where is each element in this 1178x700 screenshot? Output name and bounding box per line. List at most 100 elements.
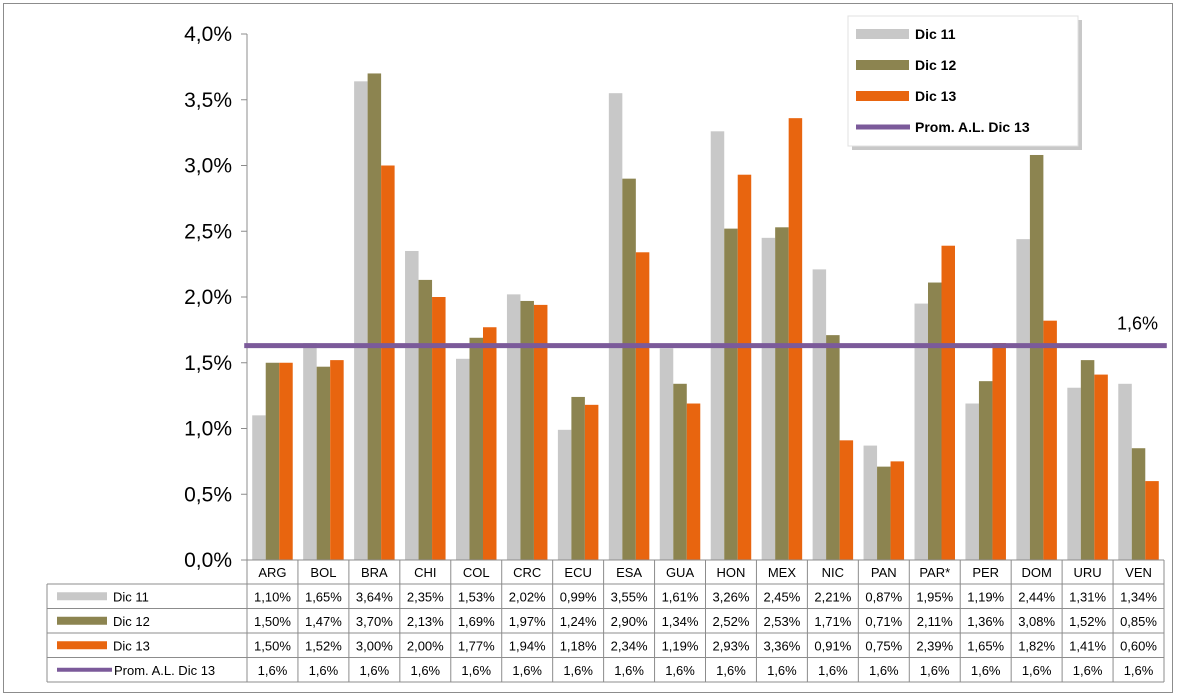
- table-cell: 1,6%: [1022, 663, 1052, 678]
- table-cell: 1,36%: [967, 614, 1004, 629]
- table-cell: 1,50%: [254, 614, 291, 629]
- bar-dic-12: [1131, 448, 1146, 560]
- bar-dic-12: [724, 228, 738, 560]
- bar-dic-11: [456, 358, 470, 560]
- table-cell: 1,6%: [1073, 663, 1103, 678]
- table-legend-key: [57, 592, 107, 601]
- category-label: MEX: [768, 565, 797, 580]
- table-cell: 3,70%: [356, 614, 393, 629]
- table-cell: 0,85%: [1120, 614, 1157, 629]
- bar-dic-12: [775, 227, 789, 560]
- bar-dic-13: [839, 440, 854, 560]
- table-cell: 1,6%: [1124, 663, 1154, 678]
- table-cell: 1,6%: [971, 663, 1001, 678]
- table-cell: 3,36%: [763, 638, 800, 653]
- category-label: VEN: [1125, 565, 1152, 580]
- table-cell: 1,65%: [305, 589, 342, 604]
- table-cell: 1,31%: [1069, 589, 1106, 604]
- bar-dic-12: [316, 366, 331, 560]
- table-cell: 0,75%: [865, 638, 902, 653]
- table-cell: 1,94%: [509, 638, 546, 653]
- table-cell: 1,65%: [967, 638, 1004, 653]
- table-cell: 1,19%: [662, 638, 699, 653]
- legend-swatch: [856, 91, 909, 101]
- table-cell: 1,6%: [258, 663, 288, 678]
- table-cell: 3,64%: [356, 589, 393, 604]
- table-cell: 1,6%: [869, 663, 899, 678]
- bar-dic-13: [584, 404, 599, 560]
- table-cell: 2,90%: [611, 614, 648, 629]
- table-cell: 3,00%: [356, 638, 393, 653]
- table-cell: 0,87%: [865, 589, 902, 604]
- category-label: NIC: [822, 565, 844, 580]
- bar-dic-12: [673, 383, 687, 560]
- bar-dic-13: [1145, 481, 1159, 560]
- table-cell: 1,6%: [410, 663, 440, 678]
- bar-dic-11: [1016, 239, 1030, 560]
- average-line-label: 1,6%: [1117, 314, 1158, 334]
- bar-dic-13: [737, 174, 752, 560]
- table-cell: 1,97%: [509, 614, 546, 629]
- table-cell: 1,34%: [662, 614, 699, 629]
- table-cell: 2,00%: [407, 638, 444, 653]
- category-label: HON: [717, 565, 746, 580]
- y-tick-label: 2,0%: [184, 286, 232, 309]
- table-row-label: Dic 13: [113, 638, 150, 653]
- table-cell: 2,45%: [763, 589, 800, 604]
- bar-dic-12: [265, 362, 280, 560]
- table-row-label: Dic 12: [113, 614, 150, 629]
- bar-dic-12: [622, 178, 636, 560]
- category-label: PAR*: [919, 565, 950, 580]
- y-tick-label: 2,5%: [184, 220, 232, 243]
- bar-dic-12: [826, 335, 840, 560]
- table-cell: 1,34%: [1120, 589, 1157, 604]
- table-cell: 1,18%: [560, 638, 597, 653]
- table-cell: 1,53%: [458, 589, 495, 604]
- table-cell: 3,08%: [1018, 614, 1055, 629]
- bar-dic-13: [381, 165, 395, 560]
- bar-dic-11: [1067, 387, 1081, 560]
- table-cell: 0,99%: [560, 589, 597, 604]
- bar-dic-12: [1080, 360, 1095, 560]
- table-cell: 2,39%: [916, 638, 953, 653]
- bar-dic-11: [1118, 383, 1132, 560]
- y-tick-label: 1,5%: [184, 352, 232, 375]
- table-cell: 1,95%: [916, 589, 953, 604]
- table-cell: 1,82%: [1018, 638, 1055, 653]
- y-tick-label: 4,0%: [184, 23, 232, 46]
- table-cell: 1,47%: [305, 614, 342, 629]
- table-legend-key: [57, 641, 107, 650]
- table-cell: 2,21%: [814, 589, 851, 604]
- table-cell: 1,6%: [716, 663, 746, 678]
- table-cell: 1,19%: [967, 589, 1004, 604]
- bar-dic-11: [659, 348, 674, 560]
- bar-dic-13: [330, 360, 344, 560]
- table-cell: 1,6%: [767, 663, 797, 678]
- bar-dic-12: [877, 466, 891, 560]
- table-cell: 1,6%: [818, 663, 848, 678]
- table-cell: 1,6%: [309, 663, 339, 678]
- category-label: BRA: [361, 565, 388, 580]
- bar-dic-13: [992, 343, 1006, 560]
- table-cell: 2,44%: [1018, 589, 1055, 604]
- bar-dic-13: [533, 304, 548, 560]
- category-label: DOM: [1021, 565, 1051, 580]
- table-cell: 1,6%: [563, 663, 593, 678]
- category-label: PER: [972, 565, 999, 580]
- table-cell: 1,41%: [1069, 638, 1106, 653]
- bar-dic-12: [978, 381, 993, 560]
- table-cell: 1,77%: [458, 638, 495, 653]
- table-row-label: Dic 11: [113, 589, 149, 604]
- category-label: ARG: [258, 565, 286, 580]
- bar-dic-12: [367, 73, 382, 560]
- table-cell: 2,52%: [713, 614, 750, 629]
- bar-dic-11: [354, 81, 368, 560]
- y-tick-label: 0,5%: [184, 483, 232, 506]
- table-cell: 0,60%: [1120, 638, 1157, 653]
- category-label: BOL: [310, 565, 336, 580]
- legend-label: Dic 12: [915, 57, 956, 73]
- y-tick-label: 1,0%: [184, 418, 232, 441]
- table-row-label: Prom. A.L. Dic 13: [114, 663, 215, 678]
- legend-label: Dic 13: [915, 88, 956, 104]
- category-label: CRC: [513, 565, 541, 580]
